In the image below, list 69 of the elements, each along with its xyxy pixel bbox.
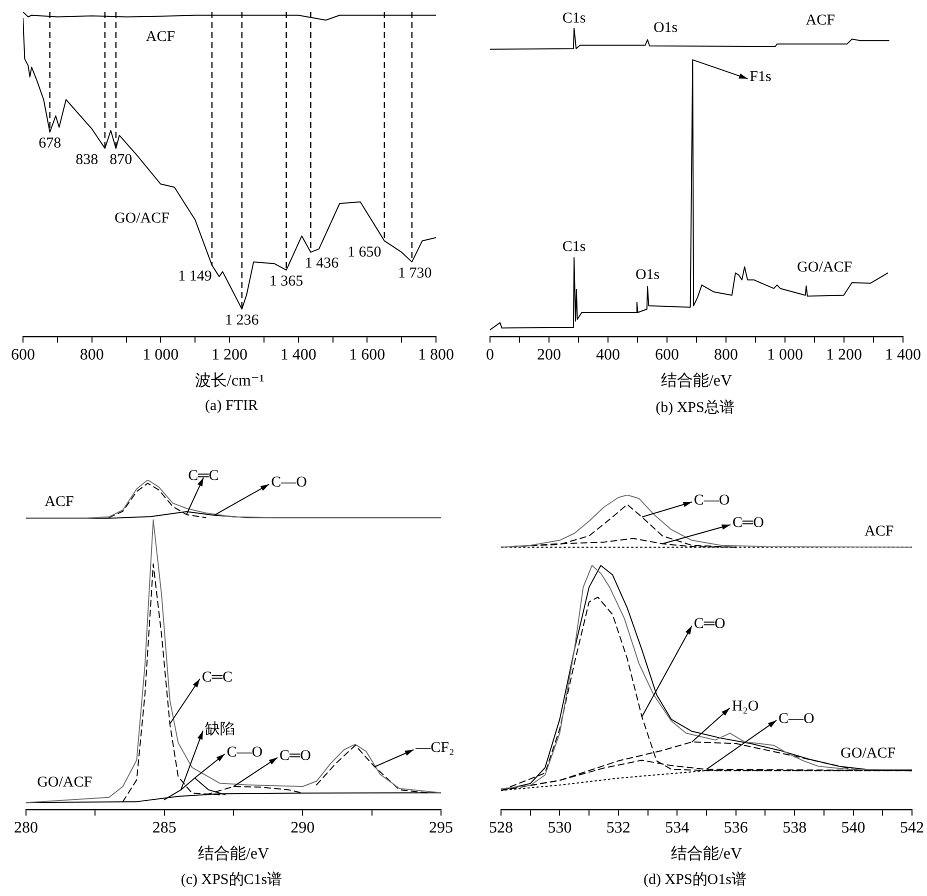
annotation: H₂O bbox=[732, 698, 759, 714]
series-label: GO/ACF bbox=[114, 210, 170, 227]
x-tick-label: 285 bbox=[152, 819, 176, 836]
annotation: —CF₂ bbox=[414, 740, 454, 756]
x-tick-label: 534 bbox=[665, 819, 690, 836]
x-tick-label: 542 bbox=[900, 819, 924, 836]
x-tick-label: 200 bbox=[537, 346, 561, 364]
text: (d) XPS的O1s谱 bbox=[642, 870, 748, 889]
x-tick-label: 538 bbox=[782, 819, 807, 836]
ref-line-label: 1 436 bbox=[304, 256, 340, 272]
x-tick-label: 1 000 bbox=[142, 346, 179, 364]
x-tick-label: 1 200 bbox=[826, 346, 862, 364]
x-axis-title: 结合能/eV bbox=[198, 844, 270, 863]
annotation: 缺陷 bbox=[204, 720, 235, 738]
x-tick-label: 1 800 bbox=[418, 346, 454, 364]
x-tick-label: 800 bbox=[80, 346, 104, 364]
x-tick-label: 1 200 bbox=[212, 346, 248, 364]
x-tick-label: 528 bbox=[489, 819, 513, 836]
ref-line-label: 1 365 bbox=[269, 273, 304, 290]
text: (a) FTIR bbox=[204, 398, 259, 415]
x-tick-label: 400 bbox=[596, 346, 620, 364]
annotation: C═O bbox=[732, 515, 764, 532]
x-axis-title: 结合能/eV bbox=[660, 372, 732, 390]
series-label: ACF bbox=[146, 28, 176, 45]
annotation: C═C bbox=[202, 669, 233, 686]
series-label: GO/ACF bbox=[37, 774, 92, 790]
annotation: O1s bbox=[653, 20, 678, 36]
x-tick-label: 1 400 bbox=[280, 346, 316, 364]
x-tick-label: 600 bbox=[655, 346, 679, 364]
series-label: ACF bbox=[864, 523, 894, 540]
annotation: C1s bbox=[562, 239, 586, 256]
annotation: C—O bbox=[694, 492, 730, 508]
series-label: ACF bbox=[44, 494, 74, 510]
x-tick-label: 1 600 bbox=[349, 346, 386, 364]
annotation: C1s bbox=[562, 10, 586, 26]
ref-line-label: 1 149 bbox=[178, 268, 212, 285]
text: (b) XPS总谱 bbox=[654, 398, 736, 417]
ref-line-label: 1 730 bbox=[398, 265, 432, 282]
ref-line-label: 838 bbox=[76, 152, 98, 168]
x-tick-label: 280 bbox=[14, 819, 38, 836]
annotation: C═O bbox=[280, 748, 312, 764]
x-axis-title: 结合能/eV bbox=[670, 844, 742, 863]
ref-line-label: 1 650 bbox=[348, 244, 382, 260]
x-tick-label: 800 bbox=[714, 346, 738, 364]
annotation: C—O bbox=[778, 710, 814, 727]
x-tick-label: 536 bbox=[724, 819, 748, 836]
x-tick-label: 295 bbox=[429, 819, 453, 836]
text: (c) XPS的C1s谱 bbox=[180, 870, 284, 889]
series-label: GO/ACF bbox=[840, 745, 896, 762]
annotation: C—O bbox=[271, 474, 308, 491]
x-tick-label: 290 bbox=[290, 819, 315, 836]
x-axis-title: 波长/cm⁻¹ bbox=[194, 372, 264, 390]
annotation: O1s bbox=[635, 267, 660, 284]
annotation: C═O bbox=[694, 616, 726, 632]
x-tick-label: 0 bbox=[486, 346, 494, 364]
x-tick-label: 600 bbox=[11, 346, 35, 364]
x-tick-label: 1 400 bbox=[885, 346, 921, 364]
x-tick-label: 532 bbox=[606, 819, 630, 836]
annotation: F1s bbox=[750, 69, 772, 86]
annotation: C—O bbox=[226, 744, 263, 760]
x-tick-label: 1 000 bbox=[767, 346, 803, 364]
x-tick-label: 540 bbox=[841, 819, 866, 836]
series-label: ACF bbox=[806, 12, 835, 28]
annotation: C═C bbox=[188, 468, 219, 484]
x-tick-label: 530 bbox=[548, 819, 572, 836]
ref-line-label: 678 bbox=[38, 136, 62, 152]
ref-line-label: 1 236 bbox=[225, 312, 260, 328]
ref-line-label: 870 bbox=[110, 152, 132, 168]
series-label: GO/ACF bbox=[797, 259, 852, 276]
